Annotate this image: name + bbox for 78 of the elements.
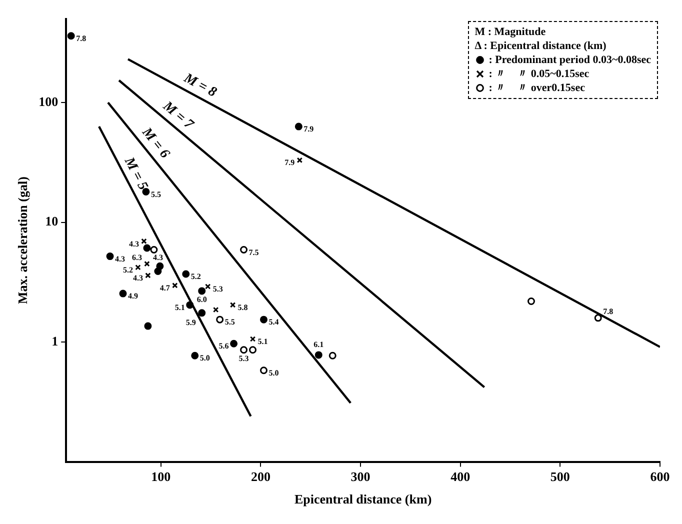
- annotation: 5.0: [200, 354, 210, 363]
- annotation: M : Magnitude: [474, 24, 547, 39]
- point: [150, 246, 158, 254]
- point: [216, 316, 224, 324]
- x-axis-title: Epicentral distance (km): [294, 492, 432, 507]
- annotation: 6.3: [132, 252, 142, 262]
- point: [144, 260, 150, 267]
- point: [141, 238, 147, 244]
- x-tick-label: 500: [550, 468, 570, 484]
- point: [240, 246, 248, 254]
- annotation: 5.8: [238, 303, 248, 312]
- y-axis-title: Max. acceleration (gal): [15, 176, 30, 304]
- annotation: 5.2: [190, 272, 201, 282]
- point: [191, 352, 199, 360]
- annotation: 5.1: [174, 303, 185, 312]
- point: [230, 302, 236, 308]
- point: [182, 270, 190, 278]
- annotation: 5.6: [218, 342, 229, 351]
- annotation: 5.1: [258, 337, 268, 346]
- point: [143, 244, 151, 252]
- point: [240, 346, 248, 354]
- annotation: 7.9: [284, 158, 295, 168]
- annotation: 5.2: [122, 265, 133, 274]
- point: [144, 322, 152, 330]
- point: [67, 32, 75, 40]
- point: [198, 287, 206, 295]
- annotation: 5.3: [238, 354, 249, 363]
- legend-label: : 〃 〃 over0.15sec: [488, 80, 585, 95]
- annotation: 5.5: [150, 190, 161, 199]
- annotation: 4.3: [132, 273, 143, 282]
- point: [106, 252, 114, 260]
- x-tick-label: 300: [350, 468, 370, 484]
- point: [328, 352, 336, 360]
- point: [249, 346, 257, 354]
- annotation: 6.0: [196, 295, 207, 304]
- point: [145, 272, 151, 278]
- legend-label: : 〃 〃 0.05~0.15sec: [488, 66, 590, 81]
- annotation: 7.9: [304, 124, 314, 134]
- y-tick-label: 1: [52, 333, 58, 348]
- annotation: 4.3: [128, 239, 139, 248]
- point: [250, 336, 256, 342]
- annotation: 7.5: [248, 248, 259, 257]
- annotation: 5.0: [268, 368, 279, 378]
- annotation: 5.4: [268, 318, 279, 327]
- point: [204, 284, 211, 290]
- x-tick-label: 600: [650, 468, 670, 484]
- annotation: 6.1: [314, 340, 324, 350]
- point: [296, 157, 303, 164]
- annotation: 4.9: [128, 292, 138, 301]
- annotation: 7.8: [76, 34, 86, 43]
- point: [154, 268, 162, 275]
- annotation: 4.7: [160, 283, 170, 292]
- point: [212, 306, 219, 313]
- annotation: 5.9: [186, 318, 196, 327]
- annotation: 7.8: [603, 306, 614, 316]
- point: [172, 282, 178, 288]
- point: [198, 309, 206, 317]
- annotation: 4.3: [152, 253, 163, 262]
- y-tick-label: 100: [38, 94, 58, 109]
- point: [119, 290, 127, 298]
- x-tick-label: 400: [450, 468, 470, 484]
- x-tick-label: 200: [250, 468, 270, 484]
- point: [135, 264, 141, 270]
- legend-label: : Predominant period 0.03~0.08sec: [488, 52, 651, 67]
- x-tick-label: 100: [151, 468, 171, 484]
- annotation: 5.5: [224, 318, 235, 327]
- point: [260, 316, 268, 324]
- annotation: Δ : Epicentral distance (km): [474, 38, 608, 53]
- annotation: 5.3: [212, 284, 223, 294]
- point: [314, 351, 322, 359]
- point: [294, 122, 302, 130]
- annotation: M = 8: [180, 70, 219, 100]
- point: [527, 298, 535, 306]
- point: [260, 366, 268, 374]
- y-tick-label: 10: [45, 214, 58, 229]
- annotation: 4.3: [115, 254, 126, 264]
- point: [230, 340, 238, 348]
- point: [594, 314, 602, 322]
